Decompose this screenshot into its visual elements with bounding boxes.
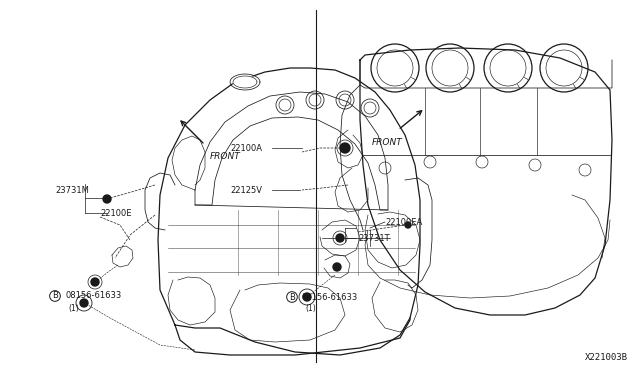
Circle shape [303, 293, 311, 301]
Text: FRONT: FRONT [372, 138, 403, 147]
Text: B: B [52, 292, 58, 301]
Text: B: B [289, 292, 295, 301]
Text: 22125V: 22125V [230, 186, 262, 195]
Text: X221003B: X221003B [585, 353, 628, 362]
Text: 22100EA: 22100EA [385, 218, 422, 227]
Text: (1): (1) [305, 304, 316, 312]
Circle shape [336, 234, 344, 242]
Circle shape [103, 195, 111, 203]
Text: 22100E: 22100E [100, 208, 131, 218]
Circle shape [405, 222, 411, 228]
Polygon shape [233, 76, 257, 88]
Text: 23731M: 23731M [55, 186, 89, 195]
Text: (1): (1) [68, 304, 79, 312]
Circle shape [91, 278, 99, 286]
Circle shape [340, 143, 350, 153]
Text: 08156-61633: 08156-61633 [66, 292, 122, 301]
Text: 22100A: 22100A [230, 144, 262, 153]
Circle shape [80, 299, 88, 307]
Text: 23731T: 23731T [358, 234, 390, 243]
Text: 08156-61633: 08156-61633 [302, 292, 358, 301]
Text: FRONT: FRONT [210, 152, 241, 161]
Circle shape [333, 263, 341, 271]
